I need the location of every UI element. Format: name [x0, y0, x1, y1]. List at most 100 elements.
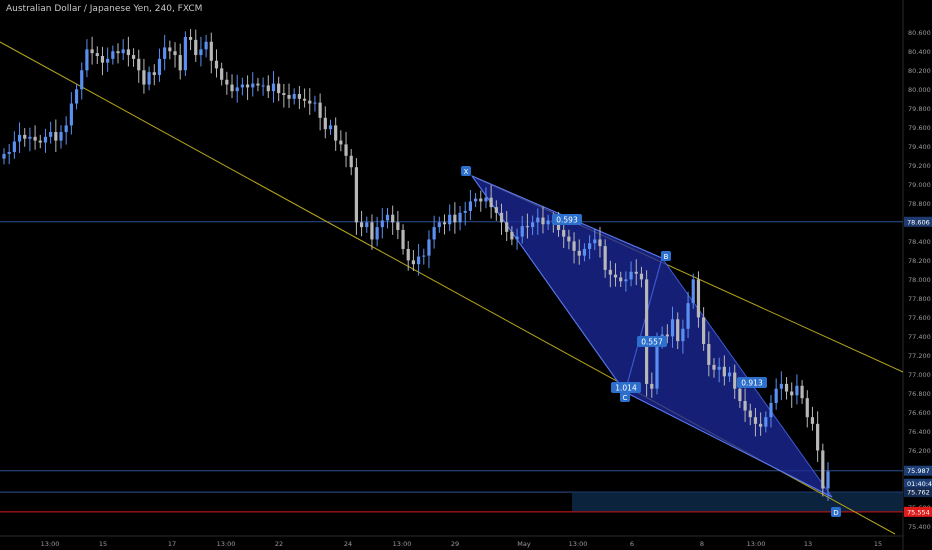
- candle-body: [608, 269, 612, 275]
- candle-body: [515, 236, 519, 240]
- candle-body: [634, 271, 638, 274]
- candle-body: [805, 398, 809, 418]
- candle-body: [556, 222, 561, 230]
- candle-body: [147, 72, 151, 85]
- pattern-point-c: C: [623, 394, 628, 402]
- y-tick-label: 77.600: [908, 314, 931, 322]
- x-tick-label: 29: [451, 540, 459, 548]
- candle-body: [707, 344, 711, 365]
- candle-body: [277, 83, 281, 94]
- candle-body: [225, 79, 229, 85]
- candle-body: [458, 212, 462, 223]
- price-label: 75.987: [907, 467, 930, 475]
- candle-body: [256, 83, 260, 86]
- x-tick-label: 13:00: [41, 540, 60, 548]
- candle-body: [489, 197, 493, 208]
- candle-body: [334, 125, 338, 141]
- candle-body: [499, 212, 504, 223]
- candle-body: [401, 229, 405, 249]
- candle-body: [562, 229, 566, 237]
- x-tick-label: 17: [168, 540, 176, 548]
- candle-body: [23, 134, 27, 139]
- candle-body: [598, 239, 602, 247]
- candle-body: [541, 217, 545, 225]
- price-label: 75.762: [907, 489, 930, 497]
- candle-body: [365, 222, 369, 228]
- candle-body: [639, 273, 644, 280]
- candle-body: [442, 222, 447, 225]
- pattern-point-d-marker: [831, 507, 841, 517]
- candle-body: [111, 51, 115, 59]
- candle-body: [142, 70, 146, 85]
- y-tick-label: 77.800: [908, 295, 931, 303]
- y-tick-label: 80.600: [908, 29, 931, 37]
- candle-body: [681, 328, 685, 342]
- candle-body: [245, 84, 250, 88]
- y-tick-label: 78.000: [908, 276, 931, 284]
- candle-body: [100, 56, 105, 63]
- y-tick-label: 76.600: [908, 409, 931, 417]
- candle-body: [2, 153, 6, 159]
- x-tick-label: 13:00: [747, 540, 766, 548]
- candle-body: [271, 83, 276, 92]
- candle-body: [691, 279, 695, 304]
- candle-body: [536, 217, 540, 223]
- candle-body: [619, 277, 623, 282]
- y-tick-label: 80.400: [908, 48, 931, 56]
- y-tick-label: 77.000: [908, 371, 931, 379]
- candle-body: [717, 366, 721, 370]
- candle-body: [468, 201, 473, 211]
- candle-body: [230, 84, 234, 92]
- candle-body: [188, 37, 193, 40]
- pattern-point-d: D: [833, 509, 838, 517]
- pattern-point-x: X: [464, 168, 469, 176]
- x-tick-label: 13:00: [569, 540, 588, 548]
- candle-body: [525, 226, 530, 228]
- y-tick-label: 79.600: [908, 124, 931, 132]
- candle-body: [546, 220, 550, 225]
- candle-body: [131, 55, 136, 59]
- candle-body: [49, 132, 53, 137]
- candle-body: [17, 134, 22, 142]
- target-zone: [572, 492, 903, 512]
- candle-body: [510, 231, 514, 240]
- candle-body: [287, 94, 291, 99]
- candle-body: [64, 125, 68, 133]
- candle-body: [173, 51, 177, 56]
- candle-body: [520, 226, 524, 237]
- candle-body: [505, 222, 509, 232]
- candle-body: [769, 402, 773, 418]
- y-tick-label: 79.000: [908, 181, 931, 189]
- candle-body: [416, 256, 421, 265]
- candle-body: [220, 68, 224, 80]
- pattern-point-x-marker: [461, 166, 471, 176]
- candle-body: [354, 167, 359, 223]
- candle-body: [380, 220, 384, 228]
- candle-body: [473, 198, 478, 202]
- candle-body: [821, 450, 825, 489]
- candle-body: [38, 140, 42, 143]
- y-tick-label: 76.200: [908, 447, 931, 455]
- candle-body: [126, 49, 130, 56]
- candle-body: [308, 100, 312, 104]
- candle-body: [74, 89, 79, 104]
- candle-body: [531, 222, 535, 228]
- x-tick-label: 13: [804, 540, 812, 548]
- candle-body: [121, 49, 125, 54]
- candle-body: [733, 372, 737, 389]
- pattern-point-b-marker: [661, 251, 671, 261]
- candle-body: [80, 70, 84, 90]
- price-label: 75.554: [907, 508, 930, 516]
- x-tick-label: 15: [874, 540, 882, 548]
- candle-body: [28, 136, 32, 139]
- candle-body: [572, 241, 576, 251]
- candle-body: [152, 72, 156, 76]
- candle-body: [43, 136, 48, 143]
- candle-body: [686, 303, 690, 329]
- y-tick-label: 79.400: [908, 143, 931, 151]
- candle-body: [199, 49, 203, 56]
- candle-body: [85, 49, 89, 71]
- candle-body: [593, 239, 597, 244]
- chart-title: Australian Dollar / Japanese Yen, 240, F…: [6, 4, 203, 14]
